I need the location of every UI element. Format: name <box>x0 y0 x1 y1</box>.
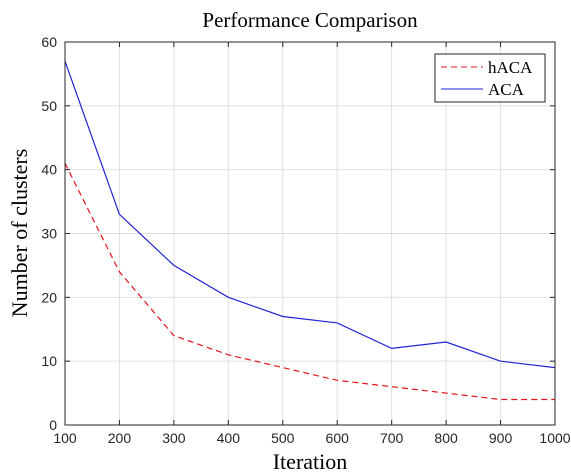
legend-box <box>434 53 546 103</box>
x-tick-label: 500 <box>271 430 295 446</box>
legend-label-hACA: hACA <box>488 58 533 77</box>
y-tick-label: 30 <box>41 226 57 242</box>
x-tick-label: 600 <box>326 430 350 446</box>
legend: hACA ACA <box>434 53 546 103</box>
x-tick-label: 700 <box>380 430 404 446</box>
series-line-ACA <box>64 60 556 369</box>
y-tick-label: 0 <box>49 417 57 433</box>
y-tick-label: 40 <box>41 162 57 178</box>
series-group <box>64 60 556 401</box>
y-tick-label: 20 <box>41 289 57 305</box>
chart-title: Performance Comparison <box>202 8 418 32</box>
y-tick-label: 50 <box>41 98 57 114</box>
x-tick-label: 400 <box>217 430 241 446</box>
y-axis-label: Number of clusters <box>7 149 32 318</box>
tick-marks <box>64 41 556 426</box>
y-tick-labels: 0 10 20 30 40 50 60 <box>41 34 57 433</box>
x-tick-label: 800 <box>434 430 458 446</box>
series-line-hACA <box>64 163 555 401</box>
y-tick-label: 10 <box>41 353 57 369</box>
legend-label-ACA: ACA <box>488 80 525 99</box>
x-tick-labels: 100 200 300 400 500 600 700 800 900 1000 <box>53 430 570 446</box>
x-tick-label: 900 <box>489 430 513 446</box>
y-tick-label: 60 <box>41 34 57 50</box>
grid-lines <box>65 42 555 425</box>
x-tick-label: 300 <box>162 430 186 446</box>
x-axis-label: Iteration <box>273 449 348 474</box>
x-tick-label: 100 <box>53 430 77 446</box>
x-tick-label: 200 <box>108 430 132 446</box>
x-tick-label: 1000 <box>539 430 570 446</box>
